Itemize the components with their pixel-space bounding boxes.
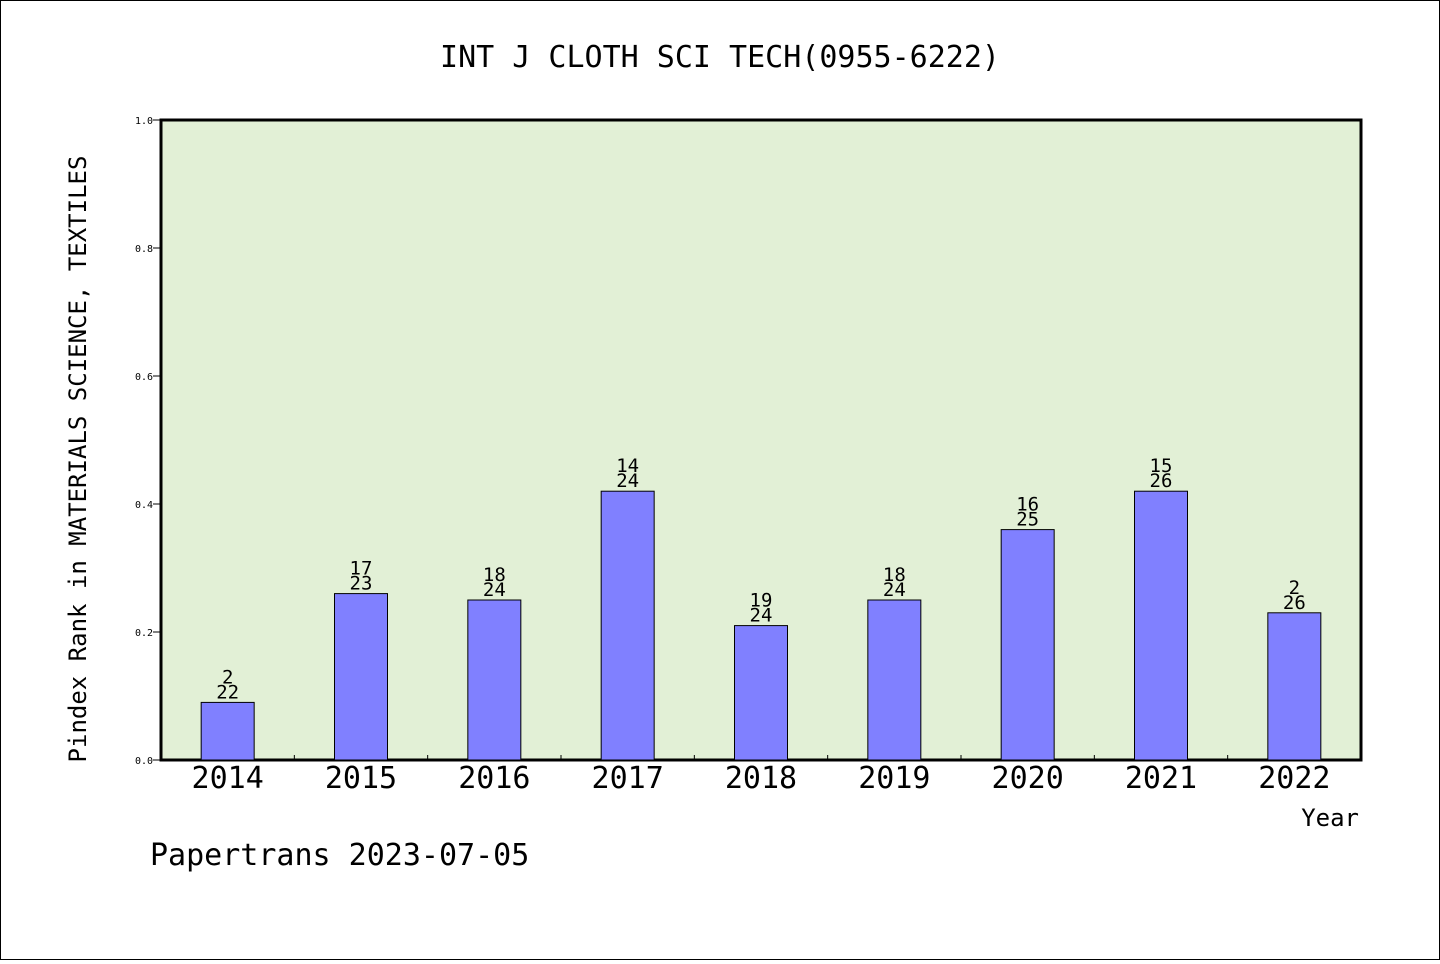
- rank-label: 18: [883, 564, 906, 586]
- y-tick-label: 0.0: [135, 756, 153, 767]
- rank-label: 14: [616, 455, 639, 477]
- total-label: 24: [616, 470, 639, 492]
- y-tick-label: 0.8: [135, 244, 153, 255]
- rank-label: 19: [750, 590, 773, 612]
- x-axis-label: Year: [1301, 804, 1359, 832]
- bar-2014: [200, 701, 255, 761]
- x-tick-label: 2014: [192, 761, 264, 796]
- rank-label: 2: [1289, 577, 1300, 599]
- credit-text: Papertrans 2023-07-05: [150, 838, 529, 873]
- y-tick-label: 0.6: [135, 372, 153, 383]
- bar-2016: [467, 599, 522, 761]
- x-tick-label: 2019: [858, 761, 930, 796]
- rank-label: 18: [483, 564, 506, 586]
- rank-label: 2: [222, 666, 233, 688]
- bar-2021: [1134, 490, 1188, 761]
- bar-2018: [734, 625, 788, 761]
- chart-title: INT J CLOTH SCI TECH(0955-6222): [440, 40, 1000, 75]
- x-tick-label: 2020: [992, 761, 1064, 796]
- y-axis-label: Pindex Rank in MATERIALS SCIENCE, TEXTIL…: [64, 156, 92, 763]
- total-label: 26: [1283, 592, 1306, 614]
- y-tick-label: 0.2: [135, 628, 153, 639]
- total-label: 24: [883, 579, 906, 601]
- bar-2020: [1000, 529, 1055, 761]
- rank-label: 15: [1150, 455, 1173, 477]
- bar-2017: [600, 490, 655, 761]
- total-label: 24: [750, 605, 773, 627]
- total-label: 25: [1016, 509, 1039, 531]
- bar-2015: [334, 593, 388, 761]
- total-label: 26: [1150, 470, 1173, 492]
- x-tick-label: 2021: [1125, 761, 1197, 796]
- x-tick-label: 2015: [325, 761, 397, 796]
- x-tick-label: 2022: [1258, 761, 1330, 796]
- total-label: 24: [483, 579, 506, 601]
- y-tick-label: 0.4: [135, 500, 153, 511]
- y-tick-label: 1.0: [135, 116, 153, 127]
- x-tick-label: 2016: [458, 761, 530, 796]
- total-label: 23: [350, 573, 373, 595]
- rank-label: 17: [350, 558, 373, 580]
- bar-2019: [867, 599, 922, 761]
- x-tick-label: 2018: [725, 761, 797, 796]
- total-label: 22: [216, 681, 239, 703]
- x-tick-label: 2017: [592, 761, 664, 796]
- bar-2022: [1267, 612, 1322, 761]
- rank-label: 16: [1016, 494, 1039, 516]
